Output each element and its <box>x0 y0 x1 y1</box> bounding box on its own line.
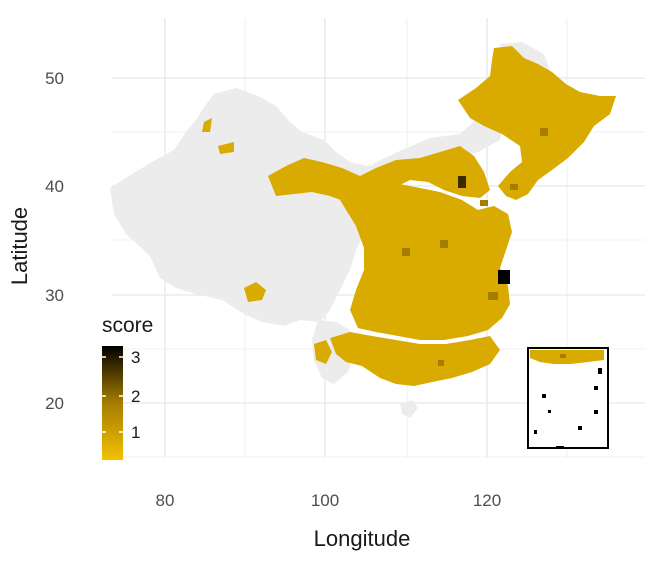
y-tick-50: 50 <box>45 69 64 88</box>
southern-region <box>330 332 500 386</box>
x-axis-ticks: 80 100 120 <box>156 491 502 510</box>
xinjiang-small-region-b <box>218 142 234 154</box>
western-no-data-region <box>110 88 404 326</box>
y-tick-30: 30 <box>45 286 64 305</box>
x-tick-120: 120 <box>473 491 501 510</box>
x-tick-100: 100 <box>311 491 339 510</box>
legend-title: score <box>102 314 153 337</box>
legend-tick-3: 3 <box>131 348 140 367</box>
hainan-no-data-island <box>400 400 418 418</box>
score-legend: score 1 2 3 <box>102 314 153 460</box>
north-central-region <box>268 146 490 202</box>
central-east-region <box>340 184 512 340</box>
legend-tick-1: 1 <box>131 423 140 442</box>
y-tick-20: 20 <box>45 394 64 413</box>
south-china-sea-inset <box>527 347 609 449</box>
legend-colorbar <box>102 346 123 460</box>
x-axis-title: Longitude <box>314 526 411 551</box>
xinjiang-small-region-a <box>202 118 212 132</box>
tibet-isolated-region <box>244 282 266 302</box>
southwest-isolated-region <box>314 340 332 364</box>
y-tick-40: 40 <box>45 177 64 196</box>
y-axis-ticks: 20 30 40 50 <box>45 69 64 413</box>
northeast-region <box>458 46 616 200</box>
high-score-patches <box>402 128 548 366</box>
legend-tick-2: 2 <box>131 387 140 406</box>
x-tick-80: 80 <box>156 491 175 510</box>
y-axis-title: Latitude <box>7 207 32 285</box>
